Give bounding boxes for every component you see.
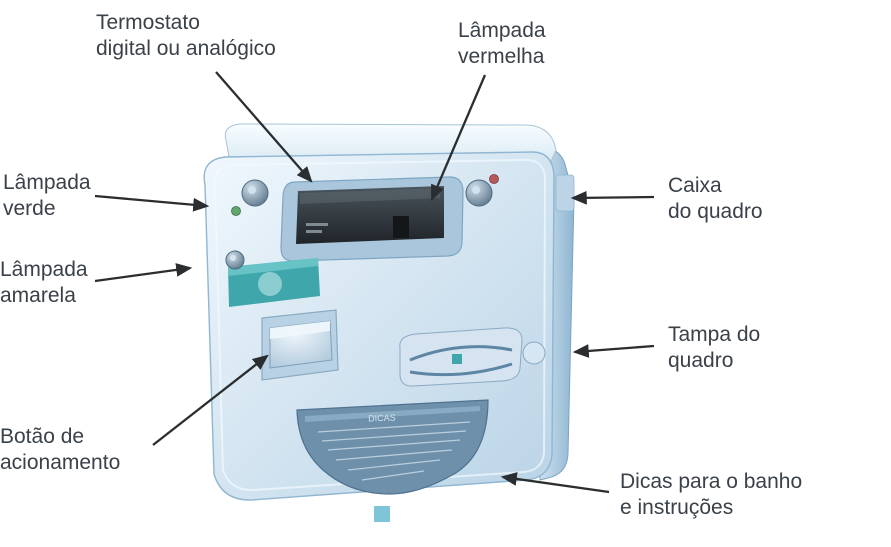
label-green-lamp-line2: verde <box>3 197 56 220</box>
label-yellow-lamp-line1: Lâmpada <box>0 258 88 281</box>
label-tips-line1: Dicas para o banho <box>620 470 802 493</box>
brand-sticker <box>400 328 522 386</box>
label-button-line1: Botão de <box>0 425 84 448</box>
label-tips: Dicas para o banho e instruções <box>620 469 802 522</box>
label-thermostat: Termostato digital ou analógico <box>96 10 276 63</box>
label-thermostat-line1: Termostato <box>96 11 200 34</box>
label-red-lamp-line1: Lâmpada <box>458 19 546 42</box>
device-illustration-svg: DICAS <box>0 0 891 547</box>
label-tips-line2: e instruções <box>620 496 733 519</box>
diagram-root: DICAS Termostato di <box>0 0 891 547</box>
label-thermostat-line2: digital ou analógico <box>96 37 276 60</box>
label-green-lamp-line1: Lâmpada <box>3 171 91 194</box>
label-cover-line1: Tampa do <box>668 323 760 346</box>
svg-text:DICAS: DICAS <box>368 413 396 424</box>
marker-square <box>374 506 390 522</box>
label-box-line2: do quadro <box>668 200 763 223</box>
label-yellow-lamp-line2: amarela <box>0 284 76 307</box>
label-cover: Tampa do quadro <box>668 322 760 375</box>
label-yellow-lamp: Lâmpada amarela <box>0 257 88 310</box>
label-green-lamp: Lâmpada verde <box>3 170 91 223</box>
actuation-button-icon <box>262 310 338 380</box>
label-cover-line2: quadro <box>668 349 733 372</box>
label-box: Caixa do quadro <box>668 173 763 226</box>
label-button-line2: acionamento <box>0 451 120 474</box>
label-button: Botão de acionamento <box>0 424 120 477</box>
label-red-lamp: Lâmpada vermelha <box>458 18 546 71</box>
label-box-line1: Caixa <box>668 174 722 197</box>
label-red-lamp-line2: vermelha <box>458 45 544 68</box>
